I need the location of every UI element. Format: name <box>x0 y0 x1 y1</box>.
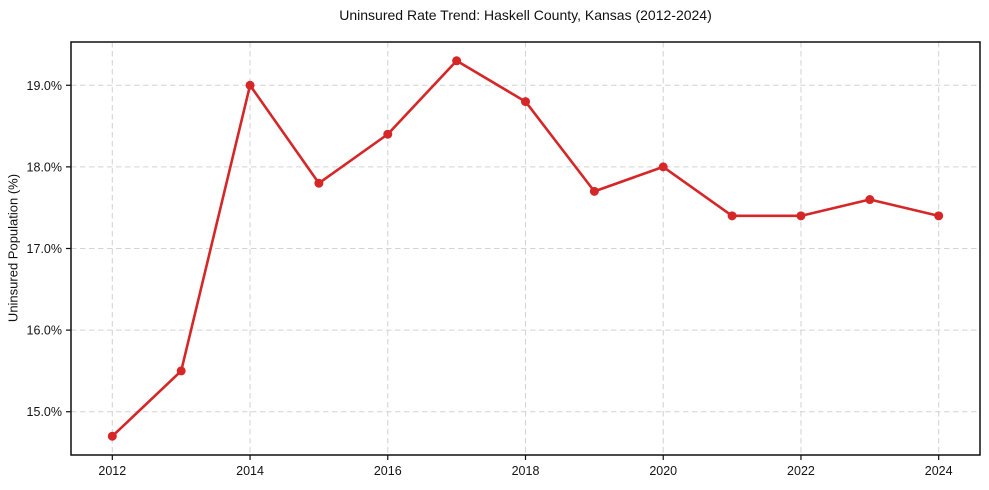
data-point-marker <box>658 162 668 172</box>
y-tick-label: 17.0% <box>27 242 62 256</box>
x-tick-label: 2018 <box>512 464 540 478</box>
x-tick-label: 2022 <box>787 464 815 478</box>
data-point-marker <box>521 97 530 107</box>
data-point-marker <box>245 80 255 90</box>
chart-title: Uninsured Rate Trend: Haskell County, Ka… <box>339 7 712 23</box>
data-point-marker <box>727 211 737 221</box>
x-tick-label: 2016 <box>374 464 402 478</box>
y-tick-label: 19.0% <box>27 79 62 93</box>
data-point-marker <box>934 211 944 221</box>
x-tick-label: 2020 <box>649 464 677 478</box>
data-point-marker <box>176 366 186 376</box>
x-tick-label: 2014 <box>236 464 264 478</box>
data-point-marker <box>452 56 462 66</box>
y-tick-label: 16.0% <box>27 324 62 338</box>
data-point-marker <box>107 431 117 441</box>
x-tick-label: 2012 <box>98 464 126 478</box>
data-point-marker <box>589 186 599 196</box>
y-tick-label: 15.0% <box>27 405 62 419</box>
data-point-marker <box>865 195 875 205</box>
data-point-marker <box>383 129 393 139</box>
x-tick-label: 2024 <box>925 464 953 478</box>
data-point-marker <box>314 178 324 188</box>
data-point-marker <box>796 211 806 221</box>
y-tick-label: 18.0% <box>27 160 62 174</box>
